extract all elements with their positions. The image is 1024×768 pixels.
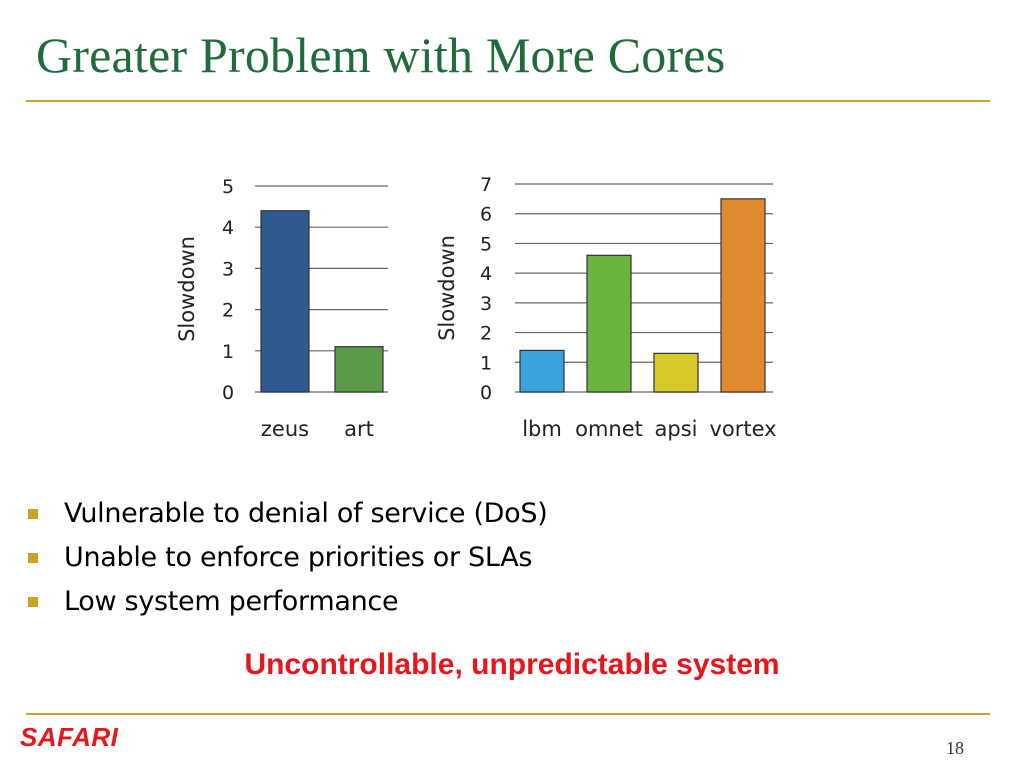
y-tick-label: 0	[480, 382, 492, 404]
y-tick-label: 2	[222, 300, 234, 322]
chart-left-svg: 0 1 2 3 4 5 Slowdown zeus art	[175, 176, 388, 441]
y-tick-label: 4	[480, 263, 492, 285]
callout-text: Uncontrollable, unpredictable system	[244, 648, 780, 681]
x-tick-label: apsi	[655, 417, 698, 441]
bullet-text: Low system performance	[64, 586, 399, 617]
bullet-list: Vulnerable to denial of service (DoS) Un…	[24, 492, 548, 624]
footer-divider	[26, 713, 990, 715]
y-tick-label: 6	[480, 204, 492, 226]
chart-left: 0 1 2 3 4 5 Slowdown zeus art	[160, 162, 410, 457]
bullet-square-icon	[28, 553, 38, 563]
y-tick-label: 4	[222, 217, 234, 239]
bar-art	[334, 346, 384, 393]
y-tick-label: 5	[480, 233, 492, 255]
y-tick-label: 2	[480, 323, 492, 345]
x-tick-label: lbm	[522, 417, 562, 441]
y-axis-label: Slowdown	[175, 236, 199, 342]
y-tick-label: 3	[222, 258, 234, 280]
bar-omnet	[586, 254, 632, 393]
y-tick-label: 1	[222, 341, 234, 363]
bar-vortex	[720, 198, 766, 393]
safari-logo: SAFARI	[20, 722, 119, 752]
title-divider	[26, 100, 990, 102]
chart-right: 0 1 2 3 4 5 6 7 Slowdown lbm omnet apsi vortex	[420, 162, 820, 457]
bar-zeus	[260, 210, 310, 393]
bullet-item: Low system performance	[24, 580, 547, 624]
x-tick-label: zeus	[261, 417, 309, 441]
y-tick-label: 5	[222, 176, 234, 198]
bullet-square-icon	[28, 597, 38, 607]
chart-right-svg: 0 1 2 3 4 5 6 7 Slowdown lbm omnet apsi vortex	[435, 174, 777, 441]
bullet-square-icon	[28, 509, 38, 519]
y-tick-label: 7	[480, 174, 492, 196]
y-tick-label: 1	[480, 352, 492, 374]
y-tick-label: 0	[222, 382, 234, 404]
bar-lbm	[519, 349, 565, 393]
y-tick-label: 3	[480, 293, 492, 315]
y-axis-label: Slowdown	[435, 235, 459, 341]
page-number: 18	[946, 738, 964, 758]
slide-title: Greater Problem with More Cores	[36, 27, 726, 83]
bullet-text: Unable to enforce priorities or SLAs	[64, 542, 533, 573]
bullet-text: Vulnerable to denial of service (DoS)	[64, 498, 548, 529]
x-tick-label: vortex	[709, 417, 776, 441]
x-tick-label: art	[344, 417, 374, 441]
bullet-item: Unable to enforce priorities or SLAs	[24, 536, 547, 580]
bullet-item: Vulnerable to denial of service (DoS)	[24, 492, 548, 536]
x-tick-label: omnet	[575, 417, 643, 441]
bar-apsi	[653, 352, 699, 393]
